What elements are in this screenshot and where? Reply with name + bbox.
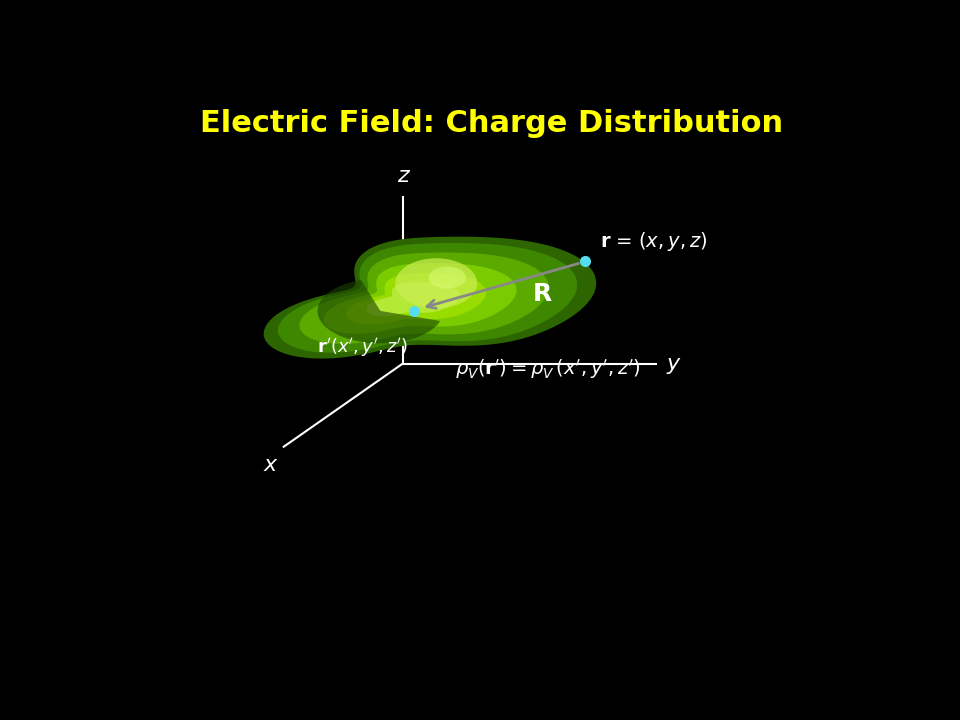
Text: x: x bbox=[263, 455, 276, 475]
Polygon shape bbox=[396, 258, 477, 308]
Polygon shape bbox=[318, 280, 441, 343]
Polygon shape bbox=[300, 253, 549, 344]
Text: z: z bbox=[396, 166, 409, 186]
Text: $\mathbf{r}'(x',y',z')$: $\mathbf{r}'(x',y',z')$ bbox=[317, 336, 408, 359]
Text: Electric Field: Charge Distribution: Electric Field: Charge Distribution bbox=[201, 109, 783, 138]
Polygon shape bbox=[367, 282, 460, 316]
Polygon shape bbox=[429, 266, 466, 289]
Text: R: R bbox=[533, 282, 552, 306]
Text: y: y bbox=[667, 354, 680, 374]
Polygon shape bbox=[324, 264, 516, 334]
Text: $\rho_V(\mathbf{r}') = \rho_V\,(x',y',z')$: $\rho_V(\mathbf{r}') = \rho_V\,(x',y',z'… bbox=[455, 357, 640, 381]
Polygon shape bbox=[264, 237, 596, 359]
Polygon shape bbox=[347, 274, 486, 325]
Polygon shape bbox=[278, 243, 577, 353]
Text: $\mathbf{r}$ = ($x,y,z$): $\mathbf{r}$ = ($x,y,z$) bbox=[600, 230, 708, 253]
